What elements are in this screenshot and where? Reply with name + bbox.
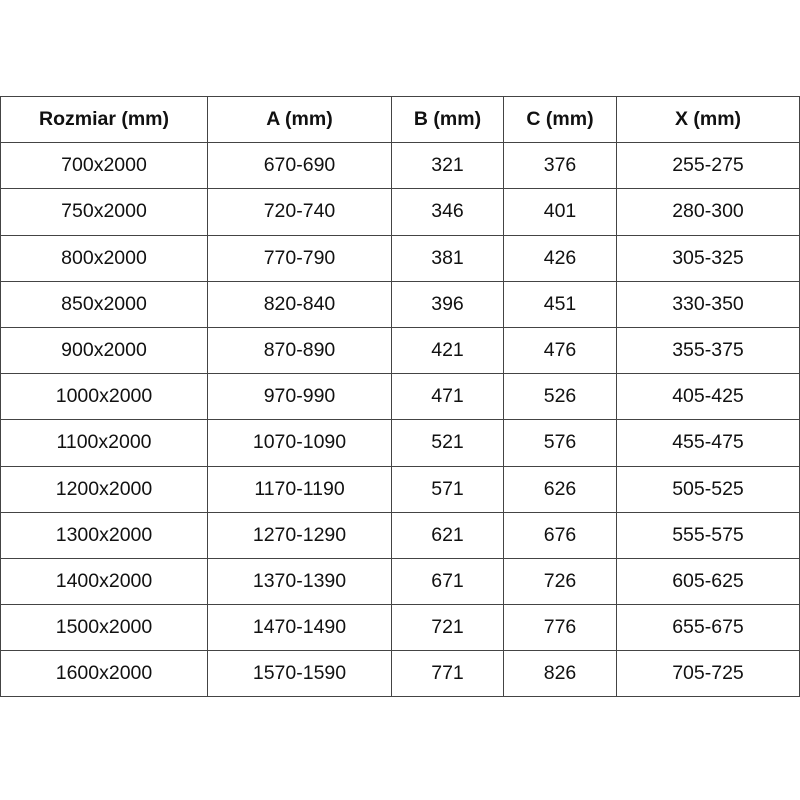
table-row: 1100x2000 1070-1090 521 576 455-475 <box>0 419 800 467</box>
cell-size: 1000x2000 <box>0 373 208 421</box>
cell-c: 726 <box>503 557 617 606</box>
cell-size: 1400x2000 <box>0 557 208 606</box>
cell-b: 346 <box>391 188 504 236</box>
header-x: X (mm) <box>616 95 800 144</box>
cell-c: 526 <box>503 373 617 421</box>
cell-size: 900x2000 <box>0 326 208 375</box>
cell-size: 1100x2000 <box>0 419 208 467</box>
cell-c: 476 <box>503 326 617 375</box>
cell-x: 280-300 <box>616 188 800 236</box>
cell-a: 1370-1390 <box>207 557 392 606</box>
table-row: 1300x2000 1270-1290 621 676 555-575 <box>0 511 800 559</box>
cell-x: 330-350 <box>616 280 800 328</box>
cell-b: 571 <box>391 465 504 513</box>
cell-b: 396 <box>391 280 504 328</box>
cell-b: 321 <box>391 142 504 190</box>
cell-size: 750x2000 <box>0 188 208 236</box>
header-row: Rozmiar (mm) A (mm) B (mm) C (mm) X (mm) <box>0 95 800 144</box>
table-row: 1000x2000 970-990 471 526 405-425 <box>0 373 800 421</box>
cell-x: 705-725 <box>616 650 800 698</box>
cell-c: 776 <box>503 604 617 652</box>
cell-a: 1570-1590 <box>207 650 392 698</box>
cell-x: 355-375 <box>616 326 800 375</box>
cell-a: 1170-1190 <box>207 465 392 513</box>
cell-a: 720-740 <box>207 188 392 236</box>
table-row: 1200x2000 1170-1190 571 626 505-525 <box>0 465 800 513</box>
cell-x: 505-525 <box>616 465 800 513</box>
cell-c: 401 <box>503 188 617 236</box>
table-row: 900x2000 870-890 421 476 355-375 <box>0 326 800 375</box>
cell-size: 1300x2000 <box>0 511 208 559</box>
cell-size: 700x2000 <box>0 142 208 190</box>
cell-b: 521 <box>391 419 504 467</box>
cell-x: 655-675 <box>616 604 800 652</box>
cell-c: 576 <box>503 419 617 467</box>
cell-x: 305-325 <box>616 234 800 282</box>
cell-x: 555-575 <box>616 511 800 559</box>
cell-c: 376 <box>503 142 617 190</box>
cell-c: 426 <box>503 234 617 282</box>
table-row: 1600x2000 1570-1590 771 826 705-725 <box>0 650 800 698</box>
cell-size: 800x2000 <box>0 234 208 282</box>
cell-a: 1070-1090 <box>207 419 392 467</box>
cell-a: 970-990 <box>207 373 392 421</box>
cell-c: 451 <box>503 280 617 328</box>
cell-b: 381 <box>391 234 504 282</box>
cell-size: 1600x2000 <box>0 650 208 698</box>
table-row: 750x2000 720-740 346 401 280-300 <box>0 188 800 236</box>
cell-size: 850x2000 <box>0 280 208 328</box>
table-row: 800x2000 770-790 381 426 305-325 <box>0 234 800 282</box>
cell-b: 421 <box>391 326 504 375</box>
header-a: A (mm) <box>207 95 392 144</box>
cell-a: 670-690 <box>207 142 392 190</box>
table-row: 1400x2000 1370-1390 671 726 605-625 <box>0 557 800 606</box>
cell-c: 626 <box>503 465 617 513</box>
header-size: Rozmiar (mm) <box>0 95 208 144</box>
header-b: B (mm) <box>391 95 504 144</box>
cell-b: 471 <box>391 373 504 421</box>
cell-b: 671 <box>391 557 504 606</box>
cell-b: 721 <box>391 604 504 652</box>
cell-c: 826 <box>503 650 617 698</box>
cell-x: 455-475 <box>616 419 800 467</box>
cell-size: 1200x2000 <box>0 465 208 513</box>
cell-b: 771 <box>391 650 504 698</box>
cell-x: 605-625 <box>616 557 800 606</box>
table-row: 1500x2000 1470-1490 721 776 655-675 <box>0 604 800 652</box>
cell-x: 255-275 <box>616 142 800 190</box>
cell-size: 1500x2000 <box>0 604 208 652</box>
cell-a: 1470-1490 <box>207 604 392 652</box>
cell-c: 676 <box>503 511 617 559</box>
cell-a: 820-840 <box>207 280 392 328</box>
table-row: 700x2000 670-690 321 376 255-275 <box>0 142 800 190</box>
cell-x: 405-425 <box>616 373 800 421</box>
cell-a: 870-890 <box>207 326 392 375</box>
cell-b: 621 <box>391 511 504 559</box>
cell-a: 770-790 <box>207 234 392 282</box>
table-row: 850x2000 820-840 396 451 330-350 <box>0 280 800 328</box>
size-table: Rozmiar (mm) A (mm) B (mm) C (mm) X (mm)… <box>0 95 800 698</box>
header-c: C (mm) <box>503 95 617 144</box>
cell-a: 1270-1290 <box>207 511 392 559</box>
